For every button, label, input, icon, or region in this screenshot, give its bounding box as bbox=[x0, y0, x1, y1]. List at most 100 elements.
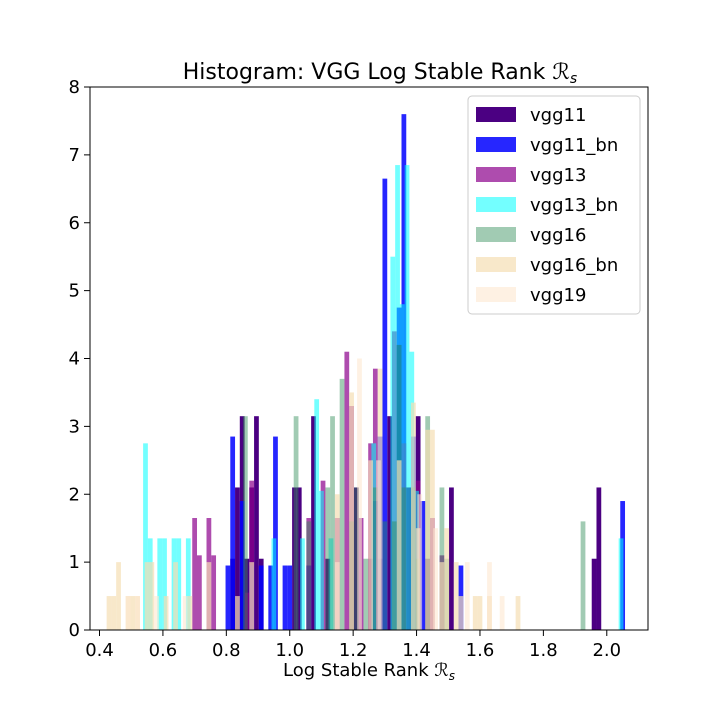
bar-vgg16-4 bbox=[330, 416, 335, 630]
y-tick-label: 2 bbox=[69, 484, 80, 505]
y-tick-label: 1 bbox=[69, 552, 80, 573]
bar-vgg11_bn-2 bbox=[239, 501, 245, 630]
bar-vgg19-3 bbox=[182, 596, 188, 630]
bar-vgg11_bn-1 bbox=[230, 436, 236, 630]
bar-vgg16_bn-12 bbox=[235, 596, 240, 630]
legend: vgg11 vgg11_bn vgg13 vgg13_bn vgg16 vgg16_bnv… bbox=[467, 95, 641, 315]
x-tick-label: 1.6 bbox=[466, 640, 495, 661]
bar-vgg16_bn-14 bbox=[334, 494, 340, 630]
bar-vgg11-1 bbox=[235, 487, 240, 630]
bar-vgg11-14 bbox=[387, 416, 392, 630]
legend-swatch-vgg16 bbox=[476, 227, 516, 242]
x-tick-label: 1.4 bbox=[402, 640, 431, 661]
bar-vgg16_bn-19 bbox=[411, 402, 416, 630]
series-vgg19 bbox=[125, 358, 505, 631]
bar-vgg13_bn-14 bbox=[395, 165, 400, 630]
bar-vgg11_bn-4 bbox=[258, 565, 264, 630]
legend-label-vgg13_bn: vgg13_bn bbox=[530, 195, 618, 216]
bar-vgg16_bn-28 bbox=[477, 596, 483, 630]
bar-vgg19-4 bbox=[334, 562, 340, 631]
bar-vgg19-6 bbox=[376, 460, 381, 630]
bar-vgg16_bn-25 bbox=[453, 562, 459, 631]
bar-vgg16-9 bbox=[372, 487, 378, 630]
bar-vgg16_bn-16 bbox=[368, 460, 373, 630]
legend-swatch-vgg11 bbox=[476, 107, 516, 122]
chart-title-subscript: s bbox=[570, 71, 577, 87]
bar-vgg13_bn-15 bbox=[399, 304, 405, 630]
bar-vgg11-10 bbox=[325, 558, 331, 630]
bar-vgg16_bn-26 bbox=[458, 596, 464, 630]
bar-vgg13-5 bbox=[249, 480, 255, 630]
bar-vgg13-4 bbox=[244, 592, 250, 630]
bar-vgg16_bn-15 bbox=[349, 392, 354, 630]
bar-vgg16_bn-23 bbox=[439, 562, 445, 631]
bars-layer bbox=[106, 114, 626, 631]
x-axis: 0.4 0.6 0.8 1.0 1.2 1.4 1.6 1.8 2.0 bbox=[85, 630, 621, 661]
bar-vgg11_bn-6 bbox=[273, 436, 278, 630]
bar-vgg16-17 bbox=[439, 487, 445, 630]
bar-vgg16_bn-21 bbox=[425, 429, 431, 630]
legend-swatch-vgg11_bn bbox=[476, 137, 516, 152]
legend-label-vgg13: vgg13 bbox=[530, 165, 586, 186]
bar-vgg13-9 bbox=[344, 351, 350, 630]
legend-label-vgg11: vgg11 bbox=[530, 105, 586, 126]
x-tick-label: 0.8 bbox=[212, 640, 241, 661]
y-tick-label: 3 bbox=[69, 416, 80, 437]
chart-title: Histogram: VGG Log Stable Rank ℛs bbox=[183, 60, 577, 87]
chart-title-main: Histogram: VGG Log Stable Rank ℛ bbox=[183, 60, 570, 85]
bar-vgg16-13 bbox=[401, 487, 407, 630]
bar-vgg13_bn-3 bbox=[162, 538, 167, 630]
bar-vgg13_bn-9 bbox=[314, 399, 320, 630]
legend-swatch-vgg13_bn bbox=[476, 197, 516, 212]
bar-vgg16_bn-13 bbox=[249, 562, 255, 631]
bar-vgg16-0 bbox=[242, 416, 248, 630]
legend-swatch-vgg16_bn bbox=[476, 257, 516, 272]
bar-vgg16_bn-8 bbox=[163, 596, 169, 630]
bar-vgg16-11 bbox=[391, 521, 397, 630]
bar-vgg19-5 bbox=[357, 358, 362, 630]
bar-vgg16_bn-30 bbox=[515, 596, 521, 630]
bar-vgg16_bn-27 bbox=[472, 596, 478, 630]
bar-vgg16_bn-0 bbox=[106, 596, 112, 630]
bar-vgg16_bn-11 bbox=[206, 562, 212, 631]
bar-vgg19-7 bbox=[417, 494, 423, 630]
bar-vgg13_bn-13 bbox=[390, 256, 396, 630]
y-tick-label: 7 bbox=[69, 145, 80, 166]
bar-vgg16_bn-10 bbox=[187, 596, 193, 630]
bar-vgg11-7 bbox=[292, 487, 297, 630]
bar-vgg16_bn-1 bbox=[111, 596, 117, 630]
bar-vgg19-2 bbox=[154, 596, 159, 630]
bar-vgg13_bn-7 bbox=[271, 538, 277, 630]
bar-vgg19-0 bbox=[125, 596, 131, 630]
x-axis-label: Log Stable Rank ℛs bbox=[283, 660, 455, 683]
bar-vgg11_bn-12 bbox=[382, 178, 388, 630]
y-tick-label: 0 bbox=[69, 620, 80, 641]
bar-vgg13_bn-12 bbox=[371, 443, 377, 630]
bar-vgg16_bn-4 bbox=[130, 596, 136, 630]
bar-vgg16-19 bbox=[580, 521, 586, 630]
bar-vgg13_bn-5 bbox=[176, 538, 182, 630]
bar-vgg16-1 bbox=[293, 416, 299, 630]
bar-vgg11-20 bbox=[591, 558, 597, 630]
bar-vgg11-19 bbox=[449, 487, 454, 630]
legend-label-vgg16_bn: vgg16_bn bbox=[530, 255, 618, 276]
y-axis: 0 1 2 3 4 5 6 7 8 bbox=[69, 77, 90, 641]
bar-vgg16_bn-18 bbox=[396, 460, 402, 630]
bar-vgg11_bn-16 bbox=[420, 501, 426, 630]
bar-vgg16_bn-6 bbox=[144, 562, 150, 631]
bar-vgg11_bn-7 bbox=[282, 565, 288, 630]
x-tick-label: 1.8 bbox=[529, 640, 558, 661]
bar-vgg16-2 bbox=[306, 521, 312, 630]
y-tick-label: 6 bbox=[69, 213, 80, 234]
bar-vgg11-5 bbox=[254, 416, 259, 630]
bar-vgg16-8 bbox=[363, 558, 369, 630]
x-tick-label: 0.4 bbox=[85, 640, 114, 661]
x-axis-label-main: Log Stable Rank ℛ bbox=[283, 660, 449, 681]
y-tick-label: 5 bbox=[69, 281, 80, 302]
bar-vgg13-0 bbox=[192, 518, 198, 630]
bar-vgg13_bn-10 bbox=[319, 490, 324, 630]
bar-vgg16-7 bbox=[353, 487, 359, 630]
bar-vgg11_bn-5 bbox=[268, 565, 274, 630]
legend-label-vgg16: vgg16 bbox=[530, 225, 586, 246]
